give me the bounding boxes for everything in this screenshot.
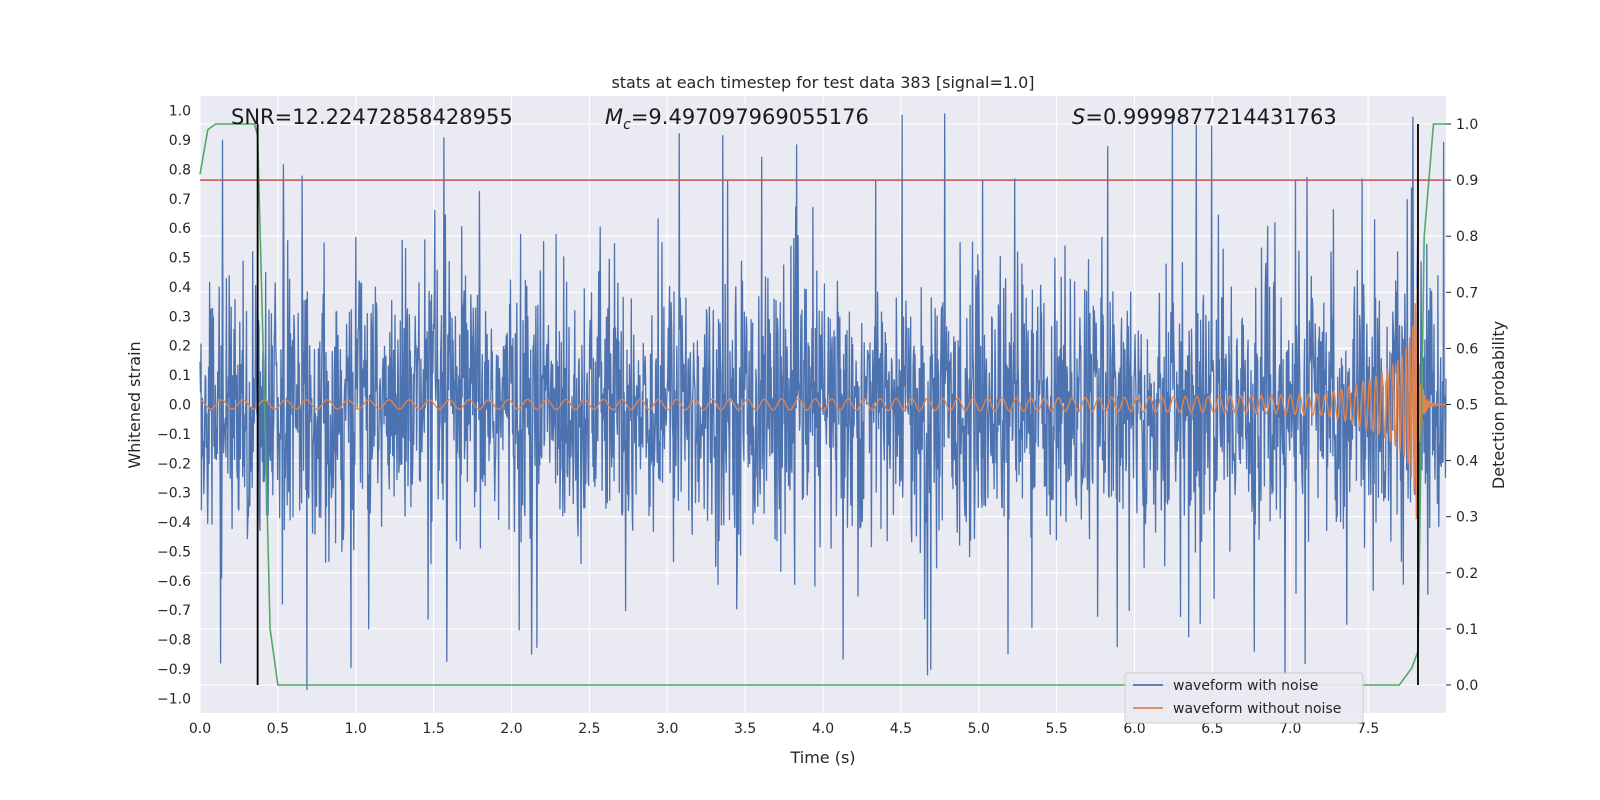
left-y-tick-label: 0.0	[169, 398, 191, 414]
x-tick-label: 4.5	[890, 721, 912, 737]
right-y-tick-label: 0.5	[1456, 398, 1478, 414]
left-y-tick-label: 0.3	[169, 309, 191, 325]
x-tick-label: 0.0	[189, 721, 211, 737]
x-tick-label: 7.0	[1279, 721, 1301, 737]
left-y-tick-label: −0.2	[157, 456, 191, 472]
annotation-snr: SNR=12.22472858428955	[231, 105, 513, 129]
legend: waveform with noise waveform without noi…	[1124, 672, 1364, 724]
right-y-tick-labels: 1.0 0.9 0.8 0.7 0.6 0.5 0.4 0.3 0.2 0.1 0.0	[1446, 117, 1478, 694]
annotation-chirp-mass: Mc=9.497097969055176	[605, 105, 869, 133]
annotation-score: S=0.9999877214431763	[1072, 105, 1337, 129]
left-y-tick-label: 0.9	[169, 133, 191, 149]
x-tick-label: 2.0	[500, 721, 522, 737]
left-y-tick-label: 0.6	[169, 221, 191, 237]
left-y-tick-label: 0.1	[169, 368, 191, 384]
left-y-tick-label: −0.5	[157, 544, 191, 560]
right-y-tick-label: 0.2	[1456, 566, 1478, 582]
right-y-tick-label: 0.7	[1456, 285, 1478, 301]
right-y-tick-label: 0.4	[1456, 454, 1478, 470]
x-tick-label: 5.5	[1045, 721, 1067, 737]
left-y-tick-label: 0.8	[169, 162, 191, 178]
chirp-mass-subscript: c	[623, 117, 631, 133]
x-tick-label: 5.0	[968, 721, 990, 737]
x-tick-label: 3.5	[734, 721, 756, 737]
right-y-tick-label: 0.1	[1456, 622, 1478, 638]
right-y-tick-label: 0.8	[1456, 229, 1478, 245]
chirp-mass-value: =9.497097969055176	[631, 105, 869, 129]
left-y-tick-label: 0.2	[169, 339, 191, 355]
x-tick-label: 4.0	[812, 721, 834, 737]
x-tick-label: 3.0	[656, 721, 678, 737]
left-y-tick-label: −0.6	[157, 574, 191, 590]
score-value: =0.9999877214431763	[1085, 105, 1336, 129]
x-tick-label: 1.5	[422, 721, 444, 737]
y-axis-label-left: Whitened strain	[125, 341, 144, 468]
x-tick-label: 1.0	[345, 721, 367, 737]
noisy-waveform-line	[199, 113, 1447, 691]
x-axis-label: Time (s)	[789, 748, 855, 767]
left-y-tick-label: −0.4	[157, 515, 191, 531]
reference-lines	[200, 124, 1446, 685]
right-y-tick-label: 0.0	[1456, 678, 1478, 694]
left-y-tick-label: −0.3	[157, 486, 191, 502]
x-tick-label: 0.5	[267, 721, 289, 737]
series-waveform-with-noise	[199, 113, 1447, 691]
left-y-tick-label: −0.9	[157, 662, 191, 678]
left-y-tick-labels: 1.0 0.9 0.8 0.7 0.6 0.5 0.4 0.3 0.2 0.1 0.0 −0.1 −0.…	[157, 104, 191, 708]
right-y-tick-label: 1.0	[1456, 117, 1478, 133]
right-y-tick-label: 0.6	[1456, 341, 1478, 357]
legend-label-noisy: waveform with noise	[1173, 678, 1318, 694]
x-tick-label: 6.0	[1123, 721, 1145, 737]
series-waveform-without-noise	[200, 287, 1446, 520]
left-y-tick-label: −0.8	[157, 633, 191, 649]
left-y-tick-label: −1.0	[157, 691, 191, 707]
x-tick-label: 7.5	[1357, 721, 1379, 737]
left-y-tick-label: 1.0	[169, 104, 191, 120]
left-y-tick-label: 0.4	[169, 280, 191, 296]
x-tick-labels: 0.0 0.5 1.0 1.5 2.0 2.5 3.0 3.5 4.0 4.5 5.0 5.5 6.0 6…	[189, 721, 1379, 737]
legend-label-clean: waveform without noise	[1173, 701, 1341, 717]
right-y-tick-label: 0.9	[1456, 173, 1478, 189]
probability-line	[199, 123, 1446, 686]
legend-box	[1124, 672, 1364, 724]
y-axis-label-right: Detection probability	[1489, 321, 1508, 489]
left-y-tick-label: −0.1	[157, 427, 191, 443]
score-symbol: S	[1072, 105, 1085, 129]
left-y-tick-label: 0.7	[169, 192, 191, 208]
x-tick-label: 2.5	[578, 721, 600, 737]
chirp-mass-symbol: M	[605, 105, 623, 129]
left-y-tick-label: 0.5	[169, 251, 191, 267]
clean-waveform-line	[200, 287, 1446, 520]
right-y-tick-label: 0.3	[1456, 510, 1478, 526]
chart-title: stats at each timestep for test data 383…	[611, 73, 1034, 92]
left-y-tick-label: −0.7	[157, 603, 191, 619]
x-tick-label: 6.5	[1201, 721, 1223, 737]
series-detection-probability	[199, 123, 1446, 686]
